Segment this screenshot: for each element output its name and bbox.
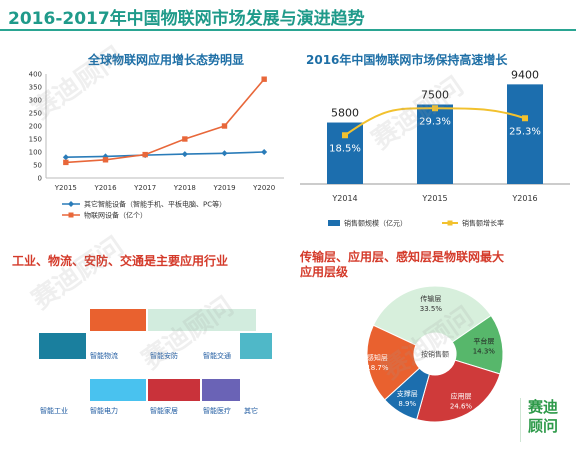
y-tick-label: 50 — [33, 162, 42, 170]
pie-center-label: 按销售额 — [421, 350, 449, 359]
bar-chart: 5800 Y2014 7500 Y2015 9400 Y2016 18.5% 29.3% 25.… — [300, 68, 570, 228]
series-line — [65, 78, 265, 164]
legend-marker — [447, 220, 453, 226]
layer-title-line1: 传输层、应用层、感知层是物联网最大 — [300, 250, 505, 264]
x-tick-label: Y2020 — [252, 184, 275, 192]
legend-marker — [68, 201, 74, 207]
bar-value-label: 7500 — [421, 89, 449, 102]
pie-slice-name: 感知层 — [367, 353, 388, 362]
watermark: 赛迪顾问 — [135, 291, 239, 377]
app-box-industry-top — [39, 333, 86, 359]
company-logo: 赛迪 顾问 — [520, 398, 565, 442]
app-label-medical: 智能医疗 — [203, 407, 231, 415]
pie-slice-name: 应用层 — [450, 392, 471, 401]
y-tick-label: 150 — [29, 136, 42, 144]
legend-label: 销售额增长率 — [462, 219, 504, 228]
app-label-transport: 智能交通 — [203, 352, 231, 360]
pie-slice-name: 平台层 — [473, 337, 494, 346]
growth-point — [432, 105, 438, 112]
series-point — [261, 76, 267, 82]
series-point — [181, 151, 188, 158]
app-label-power: 智能电力 — [90, 407, 118, 415]
pie-slice-value: 14.3% — [473, 348, 496, 356]
growth-point — [522, 115, 528, 122]
app-box-power — [90, 379, 146, 401]
series-point — [102, 157, 109, 163]
watermark: 赛迪顾问 — [25, 231, 129, 317]
x-tick-label: Y2017 — [133, 184, 156, 192]
y-tick-label: 0 — [38, 175, 42, 183]
bar-value-label: 9400 — [511, 68, 539, 81]
left-chart-title: 全球物联网应用增长态势明显 — [88, 53, 245, 67]
layer-title-line2: 应用层级 — [300, 265, 349, 279]
growth-value-label: 18.5% — [329, 143, 361, 154]
pie-slice-value: 18.7% — [366, 364, 389, 372]
series-point — [62, 154, 69, 161]
series-point — [182, 136, 188, 142]
app-box-logistics — [90, 309, 146, 331]
series-line — [65, 151, 265, 158]
bar-value-label: 5800 — [331, 107, 359, 120]
x-tick-label: Y2016 — [511, 194, 537, 203]
pie-slice-value: 8.9% — [398, 400, 416, 408]
series-point — [221, 150, 228, 157]
y-tick-label: 100 — [29, 149, 42, 157]
y-tick-label: 350 — [29, 84, 42, 92]
legend-swatch — [328, 220, 340, 226]
pie-chart: 传输层 33.5% 平台层 14.3% 应用层 24.6% 支撑层 8.9% 感知层 18.7% 按… — [366, 285, 504, 423]
app-box-security — [148, 309, 256, 331]
x-tick-label: Y2014 — [331, 194, 357, 203]
legend-label: 销售额规模（亿元） — [344, 219, 407, 228]
series-point — [142, 151, 148, 158]
growth-value-label: 29.3% — [419, 116, 451, 127]
bar — [417, 104, 453, 184]
y-tick-label: 400 — [29, 71, 42, 79]
series-point — [63, 159, 69, 166]
legend-label: 物联网设备（亿个） — [84, 211, 147, 220]
x-tick-label: Y2019 — [212, 184, 235, 192]
right-chart-title: 2016年中国物联网市场保持高速增长 — [306, 53, 508, 67]
title-underline — [0, 29, 576, 31]
x-tick-label: Y2018 — [173, 184, 196, 192]
line-chart: 0 50 100 150 200 250 300 350 400 Y2015 Y2016 Y2017 Y… — [29, 71, 284, 220]
x-tick-label: Y2015 — [54, 184, 77, 192]
app-label-home: 智能家居 — [150, 407, 178, 415]
app-label-industry: 智能工业 — [40, 407, 68, 415]
growth-point — [342, 132, 348, 139]
app-label-other: 其它 — [244, 407, 258, 415]
app-label-logistics: 智能物流 — [90, 352, 118, 360]
app-label-security: 智能安防 — [150, 352, 178, 360]
pie-slice-value: 33.5% — [420, 305, 443, 313]
app-box-home — [148, 379, 200, 401]
y-tick-label: 200 — [29, 123, 42, 131]
pie-slice-name: 传输层 — [420, 294, 441, 303]
apps-title: 工业、物流、安防、交通是主要应用行业 — [12, 254, 229, 268]
x-tick-label: Y2015 — [421, 194, 447, 203]
series-point — [221, 123, 228, 129]
app-box-transport — [240, 333, 272, 359]
growth-value-label: 25.3% — [509, 126, 541, 137]
app-box-medical — [202, 379, 240, 401]
bar — [507, 84, 543, 184]
y-tick-label: 250 — [29, 110, 42, 118]
pie-hole — [414, 333, 456, 375]
x-tick-label: Y2016 — [93, 184, 117, 192]
legend-marker — [68, 212, 74, 218]
pie-slice-value: 24.6% — [450, 403, 473, 411]
series-point — [261, 149, 268, 155]
page-title: 2016-2017年中国物联网市场发展与演进趋势 — [8, 9, 365, 29]
y-tick-label: 300 — [29, 97, 42, 105]
pie-slice-name: 支撑层 — [397, 389, 418, 398]
legend-label: 其它智能设备（智能手机、平板电脑、PC等） — [84, 200, 226, 209]
